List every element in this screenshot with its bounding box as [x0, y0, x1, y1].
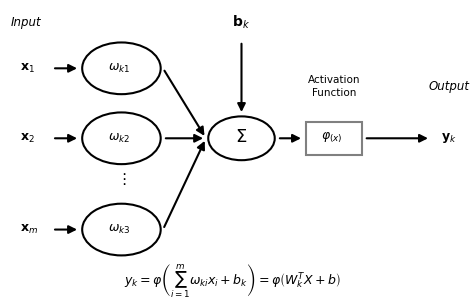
Text: $\mathbf{x}_1$: $\mathbf{x}_1$ [20, 62, 35, 75]
Text: $\vdots$: $\vdots$ [116, 171, 127, 187]
Text: $\mathbf{x}_2$: $\mathbf{x}_2$ [20, 132, 35, 145]
FancyBboxPatch shape [306, 122, 362, 155]
Text: $\mathbf{y}_k$: $\mathbf{y}_k$ [441, 131, 457, 145]
Text: $\mathbf{b}_k$: $\mathbf{b}_k$ [232, 14, 251, 31]
Text: $y_k = \varphi\left(\sum_{i=1}^{m} \omega_{ki} x_i + b_k\right) = \varphi\left(W: $y_k = \varphi\left(\sum_{i=1}^{m} \omeg… [124, 262, 341, 300]
Text: $\omega_{k2}$: $\omega_{k2}$ [108, 132, 130, 145]
Text: Output: Output [429, 80, 470, 93]
Text: $\Sigma$: $\Sigma$ [236, 128, 247, 146]
Text: Input: Input [10, 16, 41, 29]
Text: $\mathbf{x}_m$: $\mathbf{x}_m$ [20, 223, 38, 236]
Text: Activation
Function: Activation Function [308, 75, 360, 98]
Text: $\omega_{k3}$: $\omega_{k3}$ [108, 223, 130, 236]
Text: $\varphi_{(x)}$: $\varphi_{(x)}$ [321, 131, 342, 146]
Text: $\omega_{k1}$: $\omega_{k1}$ [108, 62, 130, 75]
